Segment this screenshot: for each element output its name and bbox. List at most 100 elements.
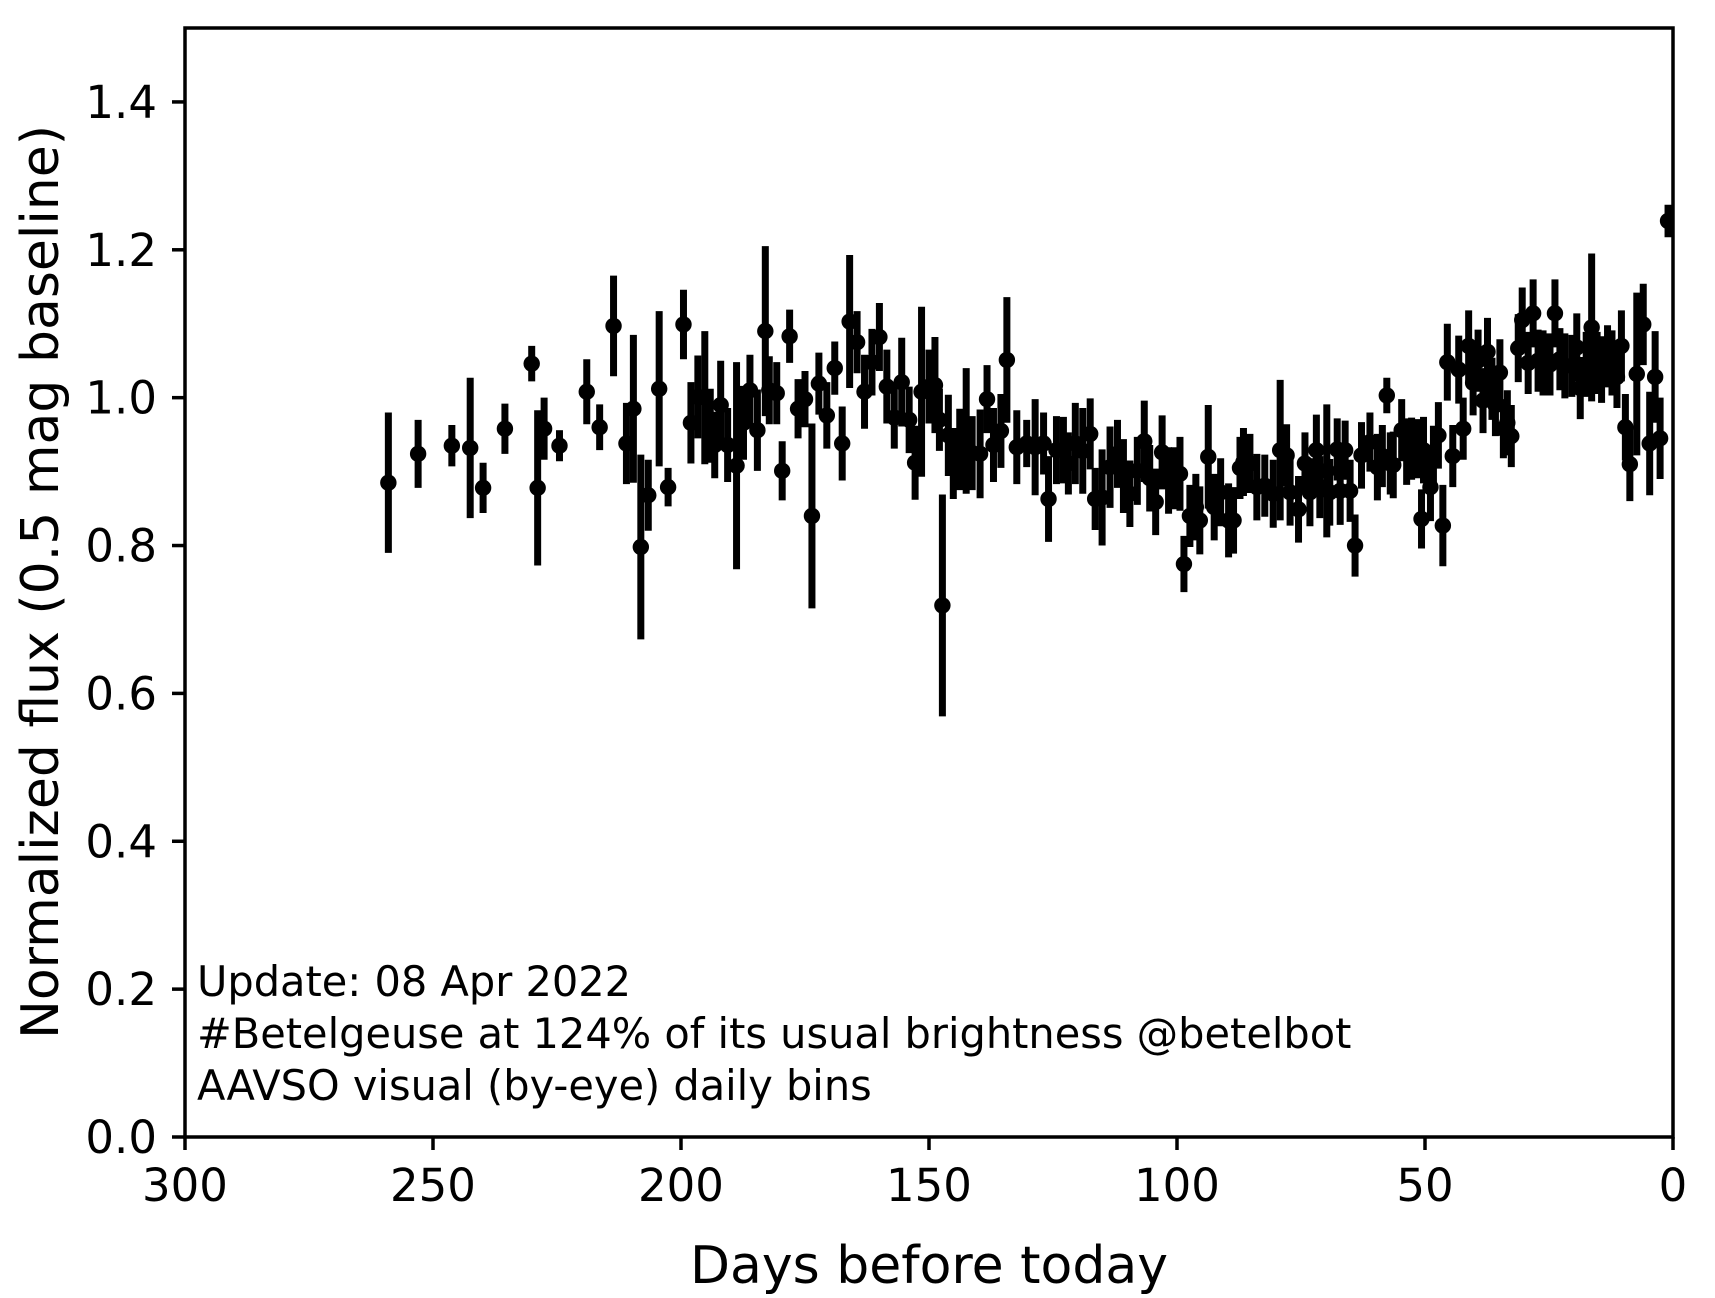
data-series [380, 204, 1673, 717]
data-point [848, 334, 866, 351]
data-point [728, 457, 745, 474]
data-point [834, 435, 851, 452]
data-point [1454, 420, 1472, 437]
data-point [591, 419, 608, 436]
x-tick-label: 300 [142, 1159, 228, 1212]
annotation-source: AAVSO visual (by-eye) daily bins [197, 1061, 872, 1110]
data-point [1430, 427, 1447, 444]
data-point [640, 487, 657, 504]
data-point [1635, 316, 1652, 333]
data-point [1341, 482, 1359, 500]
data-point [1336, 441, 1354, 459]
data-point [749, 421, 766, 439]
data-point [496, 420, 514, 437]
data-point [871, 328, 888, 346]
data-point [1434, 517, 1452, 534]
x-axis-ticks: 300 250 200 150 100 50 0 [142, 1137, 1687, 1212]
data-point [1613, 337, 1630, 355]
data-point [1385, 456, 1402, 474]
y-tick-label: 0.8 [85, 520, 157, 573]
data-point [1200, 448, 1217, 466]
y-tick-label: 1.2 [85, 224, 157, 277]
y-axis-ticks: 0.0 0.2 0.4 0.6 0.8 1.0 1.2 1.4 [85, 76, 185, 1164]
y-tick-label: 1.0 [85, 372, 157, 425]
data-point [1147, 493, 1164, 511]
data-point [1191, 512, 1209, 529]
data-point [632, 538, 650, 556]
x-axis-label: Days before today [690, 1236, 1168, 1296]
data-point [675, 316, 692, 333]
annotation-update-date: Update: 08 Apr 2022 [197, 957, 631, 1006]
data-point [818, 407, 836, 424]
data-point [535, 420, 553, 437]
y-tick-label: 1.4 [85, 76, 157, 129]
data-point [380, 474, 397, 491]
data-point [1413, 510, 1430, 528]
data-point [523, 355, 540, 372]
data-point [1546, 305, 1564, 322]
x-tick-label: 150 [886, 1159, 972, 1212]
data-point [893, 373, 910, 391]
data-point [1460, 337, 1477, 355]
data-point [1444, 447, 1461, 465]
data-point [1308, 441, 1325, 459]
plot-area [185, 28, 1673, 1137]
y-axis-label: Normalized flux (0.5 mag baseline) [11, 125, 71, 1039]
data-point [1474, 392, 1492, 409]
data-point [659, 478, 677, 496]
data-point [1583, 319, 1600, 336]
data-point [978, 390, 996, 408]
annotation-block: Update: 08 Apr 2022 #Betelgeuse at 124% … [197, 957, 1351, 1110]
data-point [1093, 489, 1111, 506]
data-point [1040, 490, 1057, 508]
data-point [1225, 512, 1242, 529]
data-point [810, 375, 828, 392]
data-point [1621, 456, 1639, 473]
data-point [1659, 212, 1673, 230]
data-point [605, 317, 622, 335]
y-tick-label: 0.6 [85, 667, 157, 720]
data-point [826, 359, 843, 377]
data-point [757, 322, 774, 340]
data-point [1082, 425, 1099, 443]
data-point [1290, 501, 1307, 518]
data-point [900, 411, 918, 429]
data-point [1568, 339, 1585, 356]
y-tick-label: 0.0 [85, 1111, 157, 1164]
data-point [768, 385, 785, 402]
data-point [1281, 484, 1299, 501]
data-point [1651, 430, 1669, 447]
data-point [529, 479, 546, 497]
data-point [474, 479, 492, 497]
data-point [1378, 387, 1396, 404]
data-point [1524, 305, 1542, 322]
data-point [1450, 361, 1467, 378]
data-point [1212, 484, 1229, 501]
data-point [773, 462, 791, 480]
data-point [443, 437, 461, 454]
data-point [551, 437, 568, 454]
data-point [781, 328, 798, 345]
data-point [931, 411, 948, 429]
data-point [992, 422, 1010, 440]
x-tick-label: 200 [638, 1159, 724, 1212]
data-point [1628, 365, 1645, 383]
data-point [578, 383, 595, 400]
x-tick-label: 250 [390, 1159, 476, 1212]
data-point [1035, 435, 1052, 452]
data-point [625, 400, 642, 417]
data-point [1503, 427, 1520, 445]
data-point [1346, 537, 1364, 554]
data-point [1175, 555, 1193, 573]
data-point [803, 507, 821, 525]
data-point [1491, 364, 1509, 381]
data-point [462, 439, 479, 457]
data-point [719, 436, 736, 454]
data-point [998, 351, 1016, 369]
data-point [1646, 368, 1664, 386]
x-tick-label: 100 [1134, 1159, 1220, 1212]
x-tick-label: 50 [1396, 1159, 1453, 1212]
data-point [796, 390, 814, 408]
